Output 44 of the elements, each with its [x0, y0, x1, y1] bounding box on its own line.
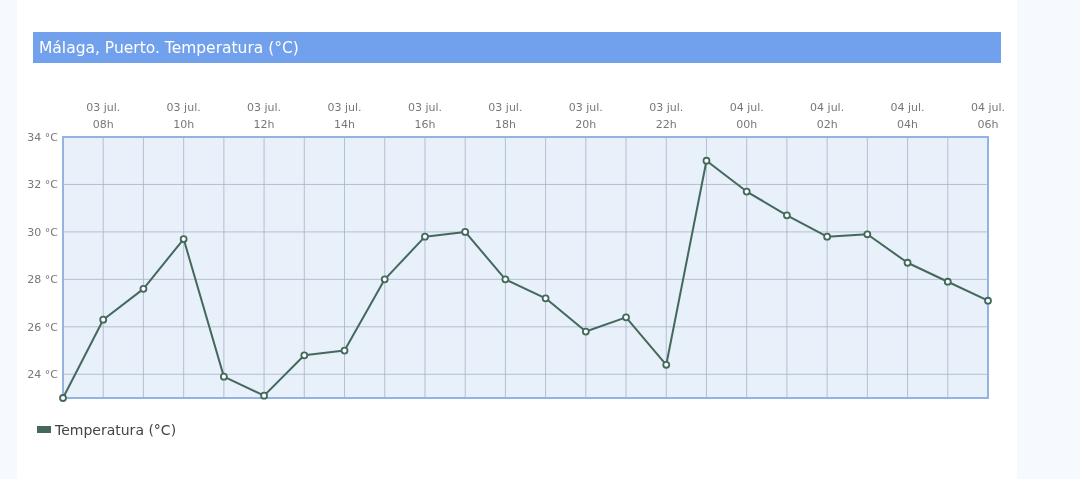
point — [59, 394, 67, 402]
point — [984, 296, 992, 305]
x-tick-label: 03 jul. 08h — [86, 101, 121, 131]
y-tick-label: 28 °C — [27, 273, 59, 287]
x-tick-label: 03 jul. 12h — [247, 101, 282, 131]
legend-label: Temperatura (°C) — [54, 421, 177, 438]
point — [581, 327, 590, 336]
x-tick-label: 03 jul. 10h — [166, 101, 201, 131]
point — [179, 235, 188, 243]
x-tick-label: 03 jul. 22h — [649, 101, 684, 131]
point — [260, 391, 268, 400]
y-tick-label: 26 °C — [27, 320, 59, 334]
point — [662, 360, 671, 369]
x-tick-label: 03 jul. 20h — [568, 101, 603, 131]
point — [541, 294, 550, 303]
y-tick-label: 24 °C — [27, 368, 59, 382]
x-tick-label: 03 jul. 14h — [327, 101, 362, 131]
x-tick-label: 04 jul. 06h — [970, 101, 1006, 131]
point — [300, 351, 309, 360]
point — [340, 346, 349, 355]
x-tick-label: 03 jul. 16h — [407, 101, 442, 131]
point — [380, 275, 389, 284]
y-tick-label: 34 °C — [27, 130, 59, 144]
point — [823, 232, 832, 241]
point — [501, 275, 510, 284]
point — [219, 372, 228, 381]
point — [99, 315, 108, 324]
point — [622, 313, 630, 322]
x-tick-label: 04 jul. 02h — [810, 101, 845, 131]
x-tick-label: 03 jul. 18h — [488, 101, 523, 131]
point — [903, 258, 912, 267]
point — [863, 230, 872, 239]
point — [783, 211, 791, 220]
point — [421, 232, 429, 241]
point — [943, 277, 952, 286]
point — [702, 156, 711, 165]
x-tick-label: 04 jul. 00h — [729, 101, 764, 131]
y-tick-label: 30 °C — [27, 225, 59, 239]
point — [461, 228, 470, 236]
point — [742, 187, 751, 196]
y-tick-label: 32 °C — [27, 178, 59, 192]
point — [139, 284, 148, 293]
chart-title: Málaga, Puerto. Temperatura (°C) — [39, 39, 299, 57]
x-tick-label: 04 jul. 04h — [890, 101, 925, 131]
